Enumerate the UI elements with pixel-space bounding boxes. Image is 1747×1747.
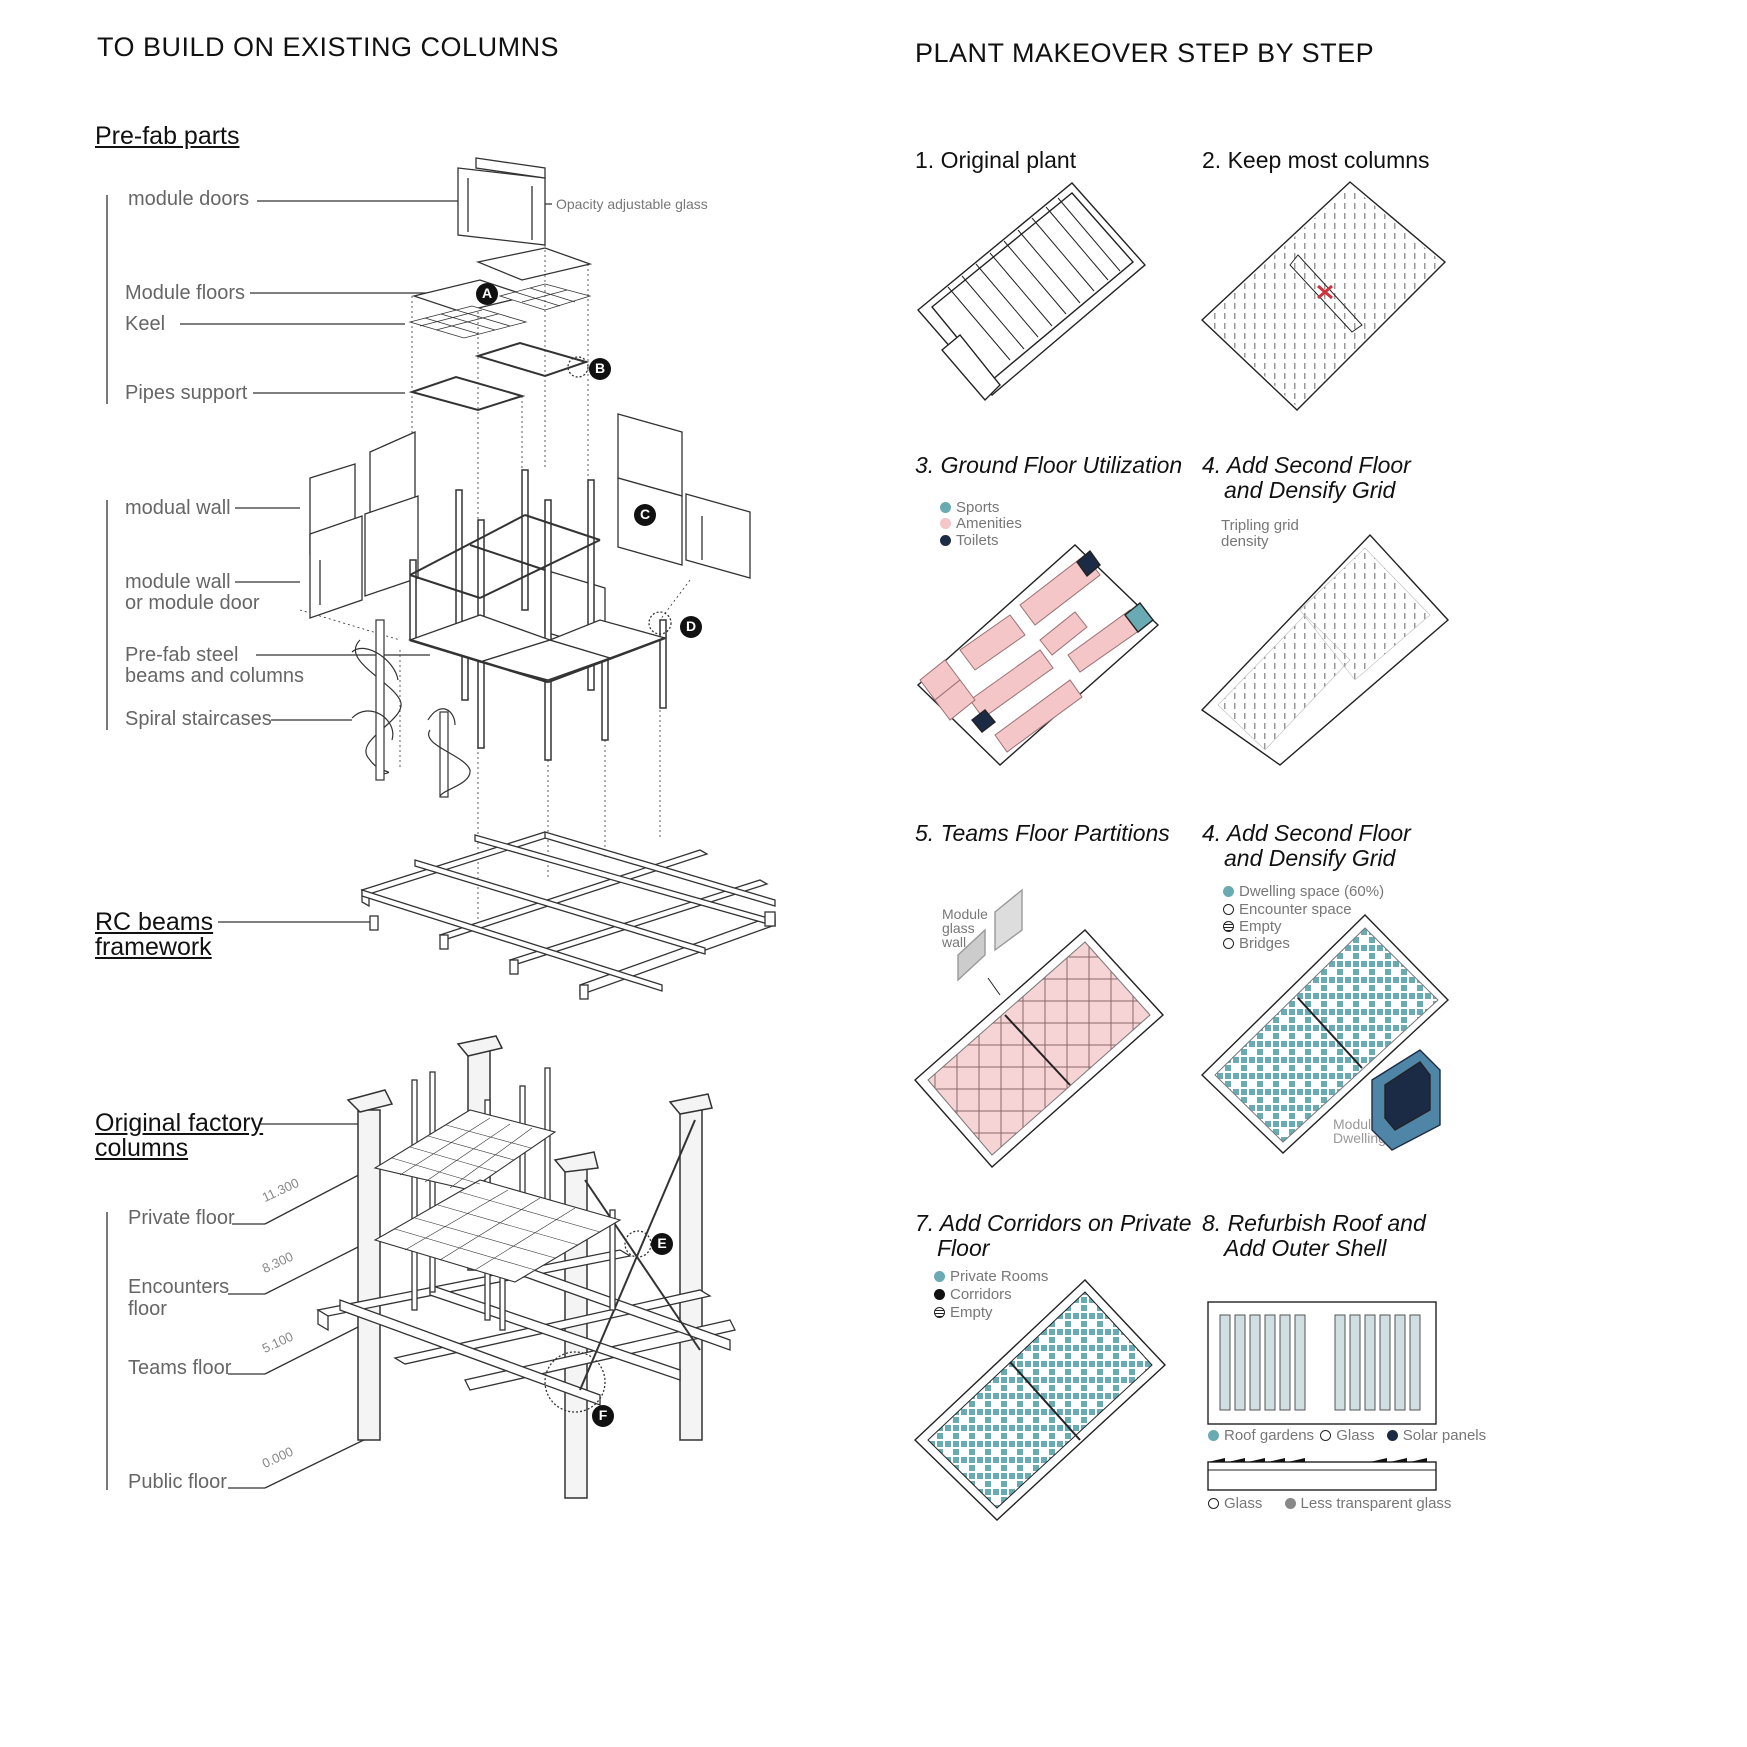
- label-modual-wall: modual wall: [125, 497, 231, 519]
- marker-b-label: B: [594, 360, 606, 376]
- empty-swatch: [1223, 921, 1234, 932]
- marker-d-label: D: [685, 618, 697, 634]
- marker-c-label: C: [639, 506, 651, 522]
- note-tripling-1: Tripling grid: [1221, 517, 1299, 534]
- step-3-title: 3. Ground Floor Utilization: [915, 452, 1183, 478]
- marker-e: [651, 1233, 673, 1255]
- step-2-title: 2. Keep most columns: [1202, 147, 1430, 173]
- step-1-title: 1. Original plant: [915, 147, 1077, 173]
- legend3-sports: Sports: [940, 499, 999, 516]
- marker-f: [592, 1405, 614, 1427]
- legend8a: Roof gardens Glass Solar panels: [1208, 1427, 1486, 1444]
- legend4b-encounter: Encounter space: [1223, 901, 1352, 918]
- step-7-title-1: 7. Add Corridors on Private: [915, 1210, 1192, 1236]
- label-encounters: Encounters: [128, 1276, 230, 1298]
- sports-swatch: [940, 502, 951, 513]
- label-module-door: or module door: [125, 592, 260, 614]
- label-spiral-staircases: Spiral staircases: [125, 708, 272, 730]
- label-prefab-steel: Pre-fab steel: [125, 644, 239, 666]
- legend7-private: Private Rooms: [934, 1268, 1048, 1285]
- label-pipes-support: Pipes support: [125, 382, 248, 404]
- rc-heading-2: framework: [95, 933, 212, 961]
- glass-swatch: [1320, 1430, 1332, 1441]
- left-title: TO BUILD ON EXISTING COLUMNS: [97, 32, 560, 62]
- roof-gardens-swatch: [1208, 1430, 1219, 1441]
- toilets-swatch: [940, 535, 951, 546]
- note-tripling-2: density: [1221, 533, 1269, 550]
- legend3-amenities: Amenities: [940, 515, 1022, 532]
- marker-a-label: A: [481, 285, 493, 301]
- step-4a-title-1: 4. Add Second Floor: [1202, 452, 1411, 478]
- bridges-swatch: [1223, 938, 1234, 949]
- step-4b-dwellings: [1200, 914, 1450, 1154]
- label-opacity-glass: Opacity adjustable glass: [556, 196, 708, 212]
- orig-heading-2: columns: [95, 1134, 189, 1162]
- step-4b-title-2: and Densify Grid: [1224, 845, 1396, 871]
- legend4b-empty: Empty: [1223, 918, 1282, 935]
- label-encounters-floor: floor: [128, 1298, 167, 1320]
- amenities-swatch: [940, 518, 951, 529]
- legend4b-dwelling: Dwelling space (60%): [1223, 883, 1384, 900]
- step-7-corridors: [913, 1279, 1166, 1521]
- right-title: PLANT MAKEOVER STEP BY STEP: [915, 38, 1375, 68]
- marker-a: [476, 283, 498, 305]
- label-beams-columns: beams and columns: [125, 665, 304, 687]
- marker-e-label: E: [657, 1235, 667, 1251]
- step-4a-dense-grid: [1200, 533, 1450, 766]
- marker-d: [680, 616, 702, 638]
- legend7-corridors: Corridors: [934, 1286, 1012, 1303]
- label-private-floor: Private floor: [128, 1207, 235, 1229]
- legend3-toilets: Toilets: [940, 532, 999, 549]
- step-8-title-1: 8. Refurbish Roof and: [1202, 1210, 1426, 1236]
- step-1-plant: [916, 182, 1146, 402]
- marker-c: [634, 504, 656, 526]
- label-keel: Keel: [125, 313, 166, 335]
- legend4b-bridges: Bridges: [1223, 935, 1290, 952]
- step-8-title-2: Add Outer Shell: [1224, 1235, 1387, 1261]
- step-4b-title-1: 4. Add Second Floor: [1202, 820, 1411, 846]
- corridors-swatch: [934, 1289, 945, 1300]
- step-4a-title-2: and Densify Grid: [1224, 477, 1396, 503]
- private-swatch: [934, 1271, 945, 1282]
- module-glass-wall-label: Module glass wall: [942, 906, 988, 950]
- label-module-doors: module doors: [128, 188, 250, 210]
- step-5-title: 5. Teams Floor Partitions: [915, 820, 1170, 846]
- dwelling-swatch: [1223, 886, 1234, 897]
- label-module-wall: module wall: [125, 571, 231, 593]
- marker-f-label: F: [598, 1407, 608, 1423]
- legend7-empty: Empty: [934, 1304, 993, 1321]
- solar-swatch: [1386, 1430, 1398, 1441]
- makeover-steps-drawing: [913, 181, 1450, 1521]
- marker-b: [589, 358, 611, 380]
- step-5-partitions: [914, 888, 1164, 1168]
- label-module-floors: Module floors: [125, 282, 246, 304]
- exploded-axonometric-drawing: [106, 157, 776, 1499]
- prefab-heading: Pre-fab parts: [95, 122, 240, 150]
- step-7-title-2: Floor: [937, 1235, 990, 1261]
- step-8-roof: [1207, 1301, 1437, 1491]
- glass8b-swatch: [1208, 1498, 1219, 1509]
- step-3-ground-floor: [916, 544, 1160, 766]
- empty7-swatch: [934, 1307, 945, 1318]
- encounter-swatch: [1223, 904, 1234, 915]
- label-teams-floor: Teams floor: [128, 1357, 232, 1379]
- step-2-columns: [1200, 181, 1447, 411]
- orig-heading-1: Original factory: [95, 1109, 264, 1137]
- label-public-floor: Public floor: [128, 1471, 227, 1493]
- rc-heading-1: RC beams: [95, 908, 214, 936]
- less-transparent-swatch: [1284, 1498, 1296, 1509]
- legend8b: Glass Less transparent glass: [1208, 1495, 1451, 1512]
